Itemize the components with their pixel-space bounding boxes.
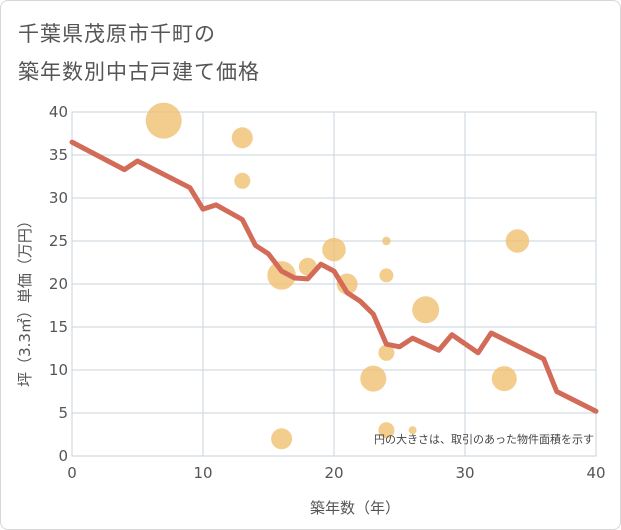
size-note: 円の大きさは、取引のあった物件面積を示す: [374, 432, 594, 446]
x-tick-label: 40: [586, 464, 605, 482]
bubble-point-15: [491, 366, 517, 392]
bubble-point-8: [360, 365, 387, 392]
y-tick-label: 15: [49, 318, 68, 336]
bubble-point-9: [379, 268, 394, 283]
bubble-point-0: [145, 102, 182, 139]
y-tick-label: 30: [49, 189, 68, 207]
bubble-point-3: [267, 261, 296, 290]
x-tick-label: 0: [67, 464, 77, 482]
bubble-point-16: [505, 229, 530, 253]
bubble-point-2: [234, 172, 251, 189]
y-tick-label: 40: [49, 103, 68, 121]
bubble-series: [145, 102, 530, 450]
trend-series: [69, 139, 599, 414]
bubble-point-1: [231, 127, 253, 149]
bubble-point-10: [378, 344, 395, 361]
bubble-point-7: [336, 273, 358, 295]
x-axis-label: 築年数（年）: [310, 499, 400, 517]
bubble-point-14: [412, 296, 440, 324]
y-tick-label: 20: [49, 275, 68, 293]
x-tick-label: 10: [193, 464, 212, 482]
bubble-point-13: [408, 426, 417, 435]
bubble-point-6: [322, 237, 346, 262]
y-tick-label: 5: [58, 404, 68, 422]
bubble-point-4: [271, 428, 293, 450]
trend-line: [69, 139, 599, 414]
chart-title-line1: 千葉県茂原市千町の: [18, 22, 216, 46]
bubble-point-12: [378, 422, 395, 439]
tick-labels: 0 10 20 30 40 0 5 10 15 20 25 30 35 40: [49, 103, 606, 482]
chart-title-line2: 築年数別中古戸建て価格: [18, 60, 260, 84]
x-tick-label: 30: [455, 464, 474, 482]
grid-lines: [71, 111, 597, 457]
bubble-point-11: [382, 236, 391, 246]
y-axis-label: 坪（3.3㎡）単価（万円）: [16, 213, 34, 387]
y-tick-label: 35: [49, 146, 68, 164]
y-tick-label: 10: [49, 361, 68, 379]
y-tick-label: 0: [58, 447, 68, 465]
x-tick-label: 20: [324, 464, 343, 482]
y-tick-label: 25: [49, 232, 68, 250]
